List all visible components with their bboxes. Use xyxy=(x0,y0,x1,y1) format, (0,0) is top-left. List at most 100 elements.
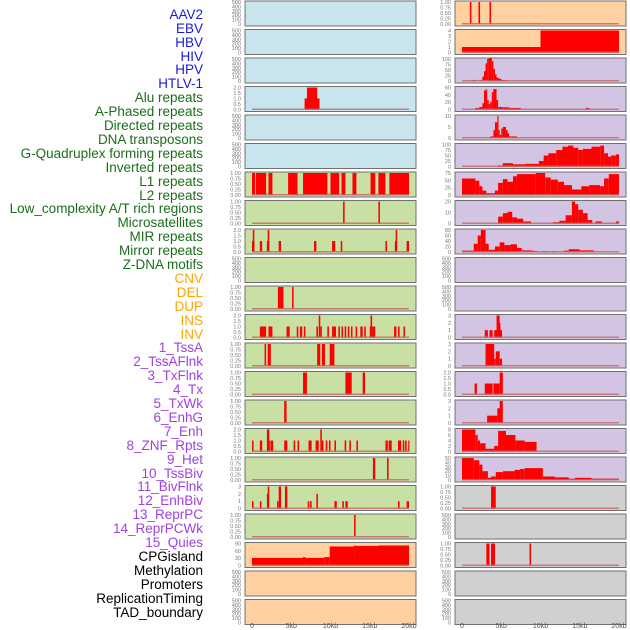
y-tick-label: 0.75 xyxy=(440,6,451,12)
data-bar xyxy=(505,435,516,452)
y-tick-label: 400 xyxy=(442,261,451,267)
track-panel: 1.000.750.500.250.00 xyxy=(230,371,417,399)
panel-background xyxy=(454,570,627,597)
data-bar xyxy=(293,440,296,452)
track-label: 13_ReprPC xyxy=(132,507,203,523)
data-bar xyxy=(499,372,503,395)
y-tick-label: 300 xyxy=(232,37,241,43)
data-bar xyxy=(395,230,398,252)
y-tick-label: 100 xyxy=(232,160,241,166)
y-tick-label: 1.5 xyxy=(233,91,241,97)
data-bar xyxy=(372,458,376,480)
x-tick-label: 0 xyxy=(250,623,254,630)
y-tick-label: 0.50 xyxy=(230,182,241,188)
data-bar xyxy=(264,344,267,366)
data-bar xyxy=(516,247,522,252)
y-tick-label: 1.0 xyxy=(233,439,241,445)
y-tick-label: 0.0 xyxy=(233,108,241,114)
data-bar xyxy=(615,221,619,224)
data-bar xyxy=(557,181,565,195)
data-bar xyxy=(589,185,601,195)
y-tick-label: 2 xyxy=(448,349,451,355)
track-label: INS xyxy=(180,312,203,328)
data-bar xyxy=(497,408,501,423)
data-bar xyxy=(354,515,356,537)
track-label: 5_TxWk xyxy=(153,396,203,411)
y-tick-label: 200 xyxy=(232,156,241,162)
data-bar xyxy=(479,464,483,480)
y-tick-label: 400 xyxy=(232,118,241,124)
track-panel: 1.000.750.500.250.00 xyxy=(440,542,627,570)
y-tick-label: 0 xyxy=(448,478,451,484)
y-tick-label: 300 xyxy=(232,123,241,129)
track-panel: 10 5 0 xyxy=(445,114,627,142)
data-bar xyxy=(317,344,321,366)
y-tick-label: 400 xyxy=(232,61,241,67)
baseline xyxy=(462,479,619,481)
data-bar xyxy=(259,440,263,452)
y-tick-label: 0.50 xyxy=(440,11,451,17)
y-tick-label: 0 xyxy=(238,79,241,85)
y-tick-label: 0 xyxy=(448,592,451,598)
baseline xyxy=(252,479,409,481)
data-bar xyxy=(328,440,331,452)
y-tick-label: 1.00 xyxy=(230,171,241,177)
y-tick-label: 10 xyxy=(445,114,451,120)
data-bar xyxy=(284,440,288,452)
data-bar xyxy=(320,326,322,338)
track-label: DUP xyxy=(174,298,203,314)
track-label: CNV xyxy=(174,270,203,286)
panel-background xyxy=(454,257,627,283)
x-tick-label: 5kb xyxy=(286,623,297,630)
track-label: DEL xyxy=(176,284,203,300)
track-label: L1 repeats xyxy=(139,173,203,189)
data-bar xyxy=(385,440,388,452)
track-panel: 32 10 xyxy=(448,399,627,427)
data-bar xyxy=(568,249,580,252)
data-bar xyxy=(284,486,288,509)
track-panel: 1.000.750.500.250.00 xyxy=(230,456,417,484)
y-tick-label: 0.50 xyxy=(230,467,241,473)
y-tick-label: 400 xyxy=(442,603,451,609)
data-bar xyxy=(499,242,505,252)
panel-background xyxy=(244,200,417,226)
data-bar xyxy=(600,186,605,195)
y-tick-label: 500 xyxy=(232,114,241,120)
data-bar xyxy=(297,440,300,452)
y-tick-label: 0.50 xyxy=(230,353,241,359)
track-label: 6_EnhG xyxy=(153,409,203,425)
track-panel: 1.000.750.500.250.00 xyxy=(230,285,417,313)
track-label: DNA transposons xyxy=(97,131,203,147)
data-bar xyxy=(567,145,574,167)
baseline xyxy=(252,422,409,424)
track-label: L2 repeats xyxy=(139,187,203,203)
data-bar xyxy=(529,543,532,566)
panel-background xyxy=(244,0,417,27)
y-tick-label: 2.0 xyxy=(233,428,241,434)
data-bar xyxy=(462,178,476,195)
y-tick-label: 100 xyxy=(232,18,241,24)
y-tick-label: 400 xyxy=(232,603,241,609)
data-bar xyxy=(564,185,572,195)
data-bar xyxy=(268,326,273,338)
panel-background xyxy=(244,513,417,540)
data-bar xyxy=(496,315,500,338)
track-label: Alu repeats xyxy=(134,90,203,106)
data-bar xyxy=(524,468,543,480)
data-bar xyxy=(307,501,310,509)
data-bar xyxy=(490,101,492,110)
data-bar xyxy=(284,401,287,423)
data-bar xyxy=(370,315,373,338)
y-tick-label: 60 xyxy=(235,549,241,555)
y-tick-label: 1.5 xyxy=(233,433,241,439)
data-bar xyxy=(406,501,409,509)
x-tick-label: 15kb xyxy=(572,623,587,630)
y-tick-label: 2 xyxy=(448,40,451,46)
